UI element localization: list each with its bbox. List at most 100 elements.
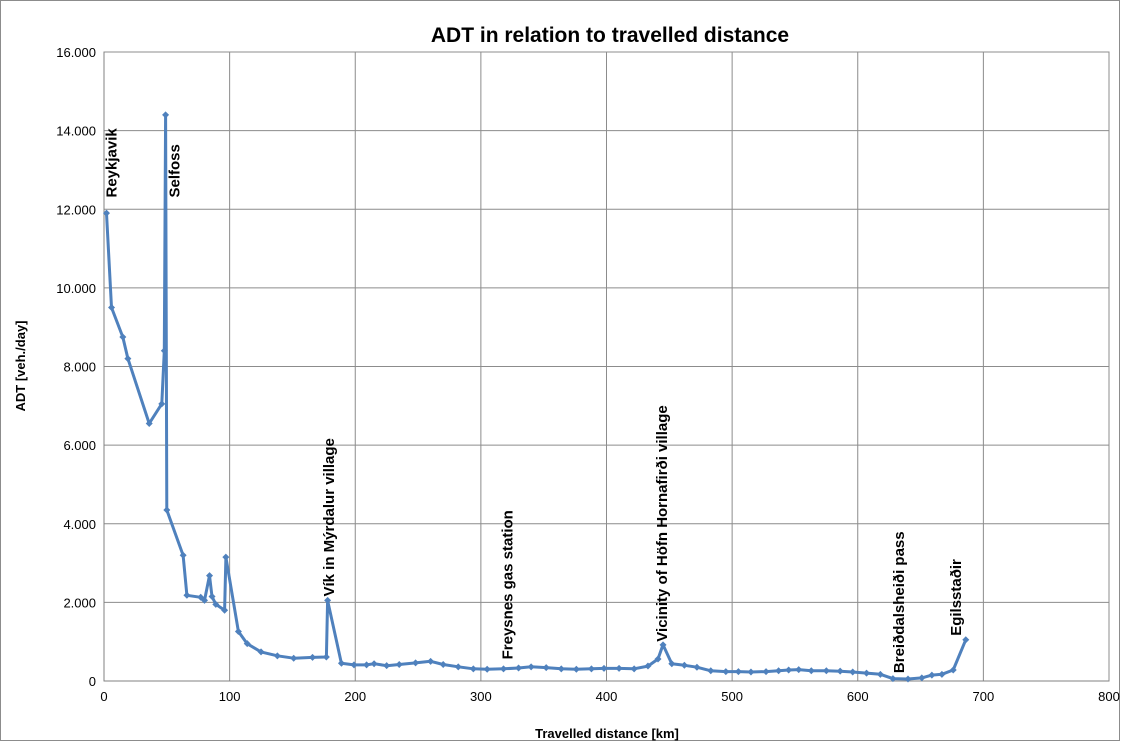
data-point-marker: [918, 674, 926, 682]
data-point-marker: [785, 666, 793, 674]
data-point-marker: [206, 572, 214, 580]
y-tick-label: 10.000: [56, 281, 96, 296]
series-line: [105, 113, 968, 681]
data-point-marker: [412, 659, 420, 667]
data-point-marker: [775, 667, 783, 675]
data-point-marker: [822, 667, 830, 675]
y-tick-label: 14.000: [56, 124, 96, 139]
annotation-label: Freysnes gas station: [499, 510, 516, 659]
x-tick-label: 400: [596, 689, 618, 704]
annotation-label: Egilsstaðir: [948, 559, 965, 636]
data-point-marker: [668, 660, 676, 668]
series-group: [103, 111, 970, 683]
data-point-marker: [322, 653, 330, 661]
data-point-marker: [290, 654, 298, 662]
data-point-marker: [889, 675, 897, 683]
data-point-marker: [515, 664, 523, 672]
y-tick-label: 0: [89, 674, 96, 689]
data-point-marker: [876, 670, 884, 678]
data-point-marker: [427, 657, 435, 665]
annotation-label: Vík in Mýrdalur village: [321, 438, 338, 596]
x-tick-label: 300: [470, 689, 492, 704]
data-point-marker: [163, 506, 171, 514]
data-point-marker: [527, 663, 535, 671]
data-point-marker: [383, 662, 391, 670]
x-tick-label: 200: [344, 689, 366, 704]
y-tick-label: 12.000: [56, 202, 96, 217]
x-axis-title: Travelled distance [km]: [535, 726, 679, 741]
y-tick-label: 4.000: [63, 517, 96, 532]
data-point-marker: [836, 667, 844, 675]
data-point-marker: [160, 347, 168, 355]
data-point-marker: [600, 664, 608, 672]
x-tick-label: 500: [721, 689, 743, 704]
data-point-marker: [654, 655, 662, 663]
data-point-marker: [201, 596, 208, 604]
data-point-marker: [762, 668, 770, 676]
chart-title: ADT in relation to travelled distance: [431, 24, 789, 47]
y-tick-label: 8.000: [63, 360, 96, 375]
data-point-marker: [454, 663, 462, 671]
data-point-marker: [499, 665, 507, 673]
annotation-label: Vicinity of Höfn Hornafirði village: [654, 405, 671, 641]
y-tick-labels: 0 2.000 4.000 6.000 8.000 10.000 12.000 14.000 1…: [56, 45, 96, 689]
data-point-marker: [747, 668, 755, 676]
data-point-marker: [273, 652, 281, 660]
annotation-label: Selfoss: [166, 144, 183, 197]
data-point-marker: [615, 664, 623, 672]
data-point-marker: [337, 659, 345, 667]
data-point-marker: [208, 592, 216, 600]
data-point-marker: [630, 665, 638, 673]
data-point-marker: [222, 553, 230, 561]
x-tick-label: 600: [847, 689, 869, 704]
annotation-label: Breiðdalsheiði pass: [891, 531, 908, 673]
data-point-marker: [212, 600, 220, 608]
data-point-marker: [962, 636, 970, 644]
data-point-marker: [863, 669, 871, 677]
data-point-marker: [469, 665, 477, 673]
data-point-marker: [938, 670, 946, 678]
data-point-marker: [183, 591, 191, 599]
data-point-marker: [309, 653, 317, 661]
data-point-marker: [103, 209, 111, 217]
y-tick-label: 16.000: [56, 45, 96, 60]
x-tick-label: 700: [973, 689, 995, 704]
x-tick-label: 800: [1098, 689, 1120, 704]
data-point-marker: [795, 666, 803, 674]
data-point-marker: [158, 400, 166, 408]
data-point-marker: [644, 662, 652, 670]
data-point-marker: [807, 667, 815, 675]
annotation-label: Reykjavik: [104, 128, 121, 198]
x-tick-labels: 0 100 200 300 400 500 600 700 800: [100, 689, 1119, 704]
data-point-marker: [904, 675, 912, 683]
data-point-marker: [108, 304, 116, 312]
y-tick-label: 2.000: [63, 595, 96, 610]
plot-area: [103, 51, 1110, 682]
data-point-marker: [734, 668, 742, 676]
data-point-marker: [557, 665, 565, 673]
data-point-marker: [179, 551, 187, 559]
data-point-marker: [928, 671, 936, 679]
data-point-marker: [395, 660, 403, 668]
data-point-marker: [324, 596, 332, 604]
data-point-marker: [243, 640, 251, 648]
data-point-marker: [659, 641, 667, 649]
data-point-marker: [849, 668, 857, 676]
data-point-marker: [221, 606, 229, 614]
data-point-marker: [949, 666, 957, 674]
data-point-marker: [587, 665, 595, 673]
data-point-marker: [680, 661, 688, 669]
data-point-marker: [257, 648, 265, 656]
data-point-marker: [119, 333, 127, 341]
data-point-marker: [350, 661, 358, 669]
data-point-marker: [722, 668, 730, 676]
data-point-marker: [162, 111, 170, 119]
data-point-marker: [370, 660, 378, 668]
data-point-marker: [693, 663, 701, 671]
data-point-marker: [363, 661, 371, 669]
x-tick-label: 0: [100, 689, 107, 704]
y-axis-title: ADT [veh./day]: [13, 320, 28, 411]
data-point-marker: [145, 420, 153, 428]
